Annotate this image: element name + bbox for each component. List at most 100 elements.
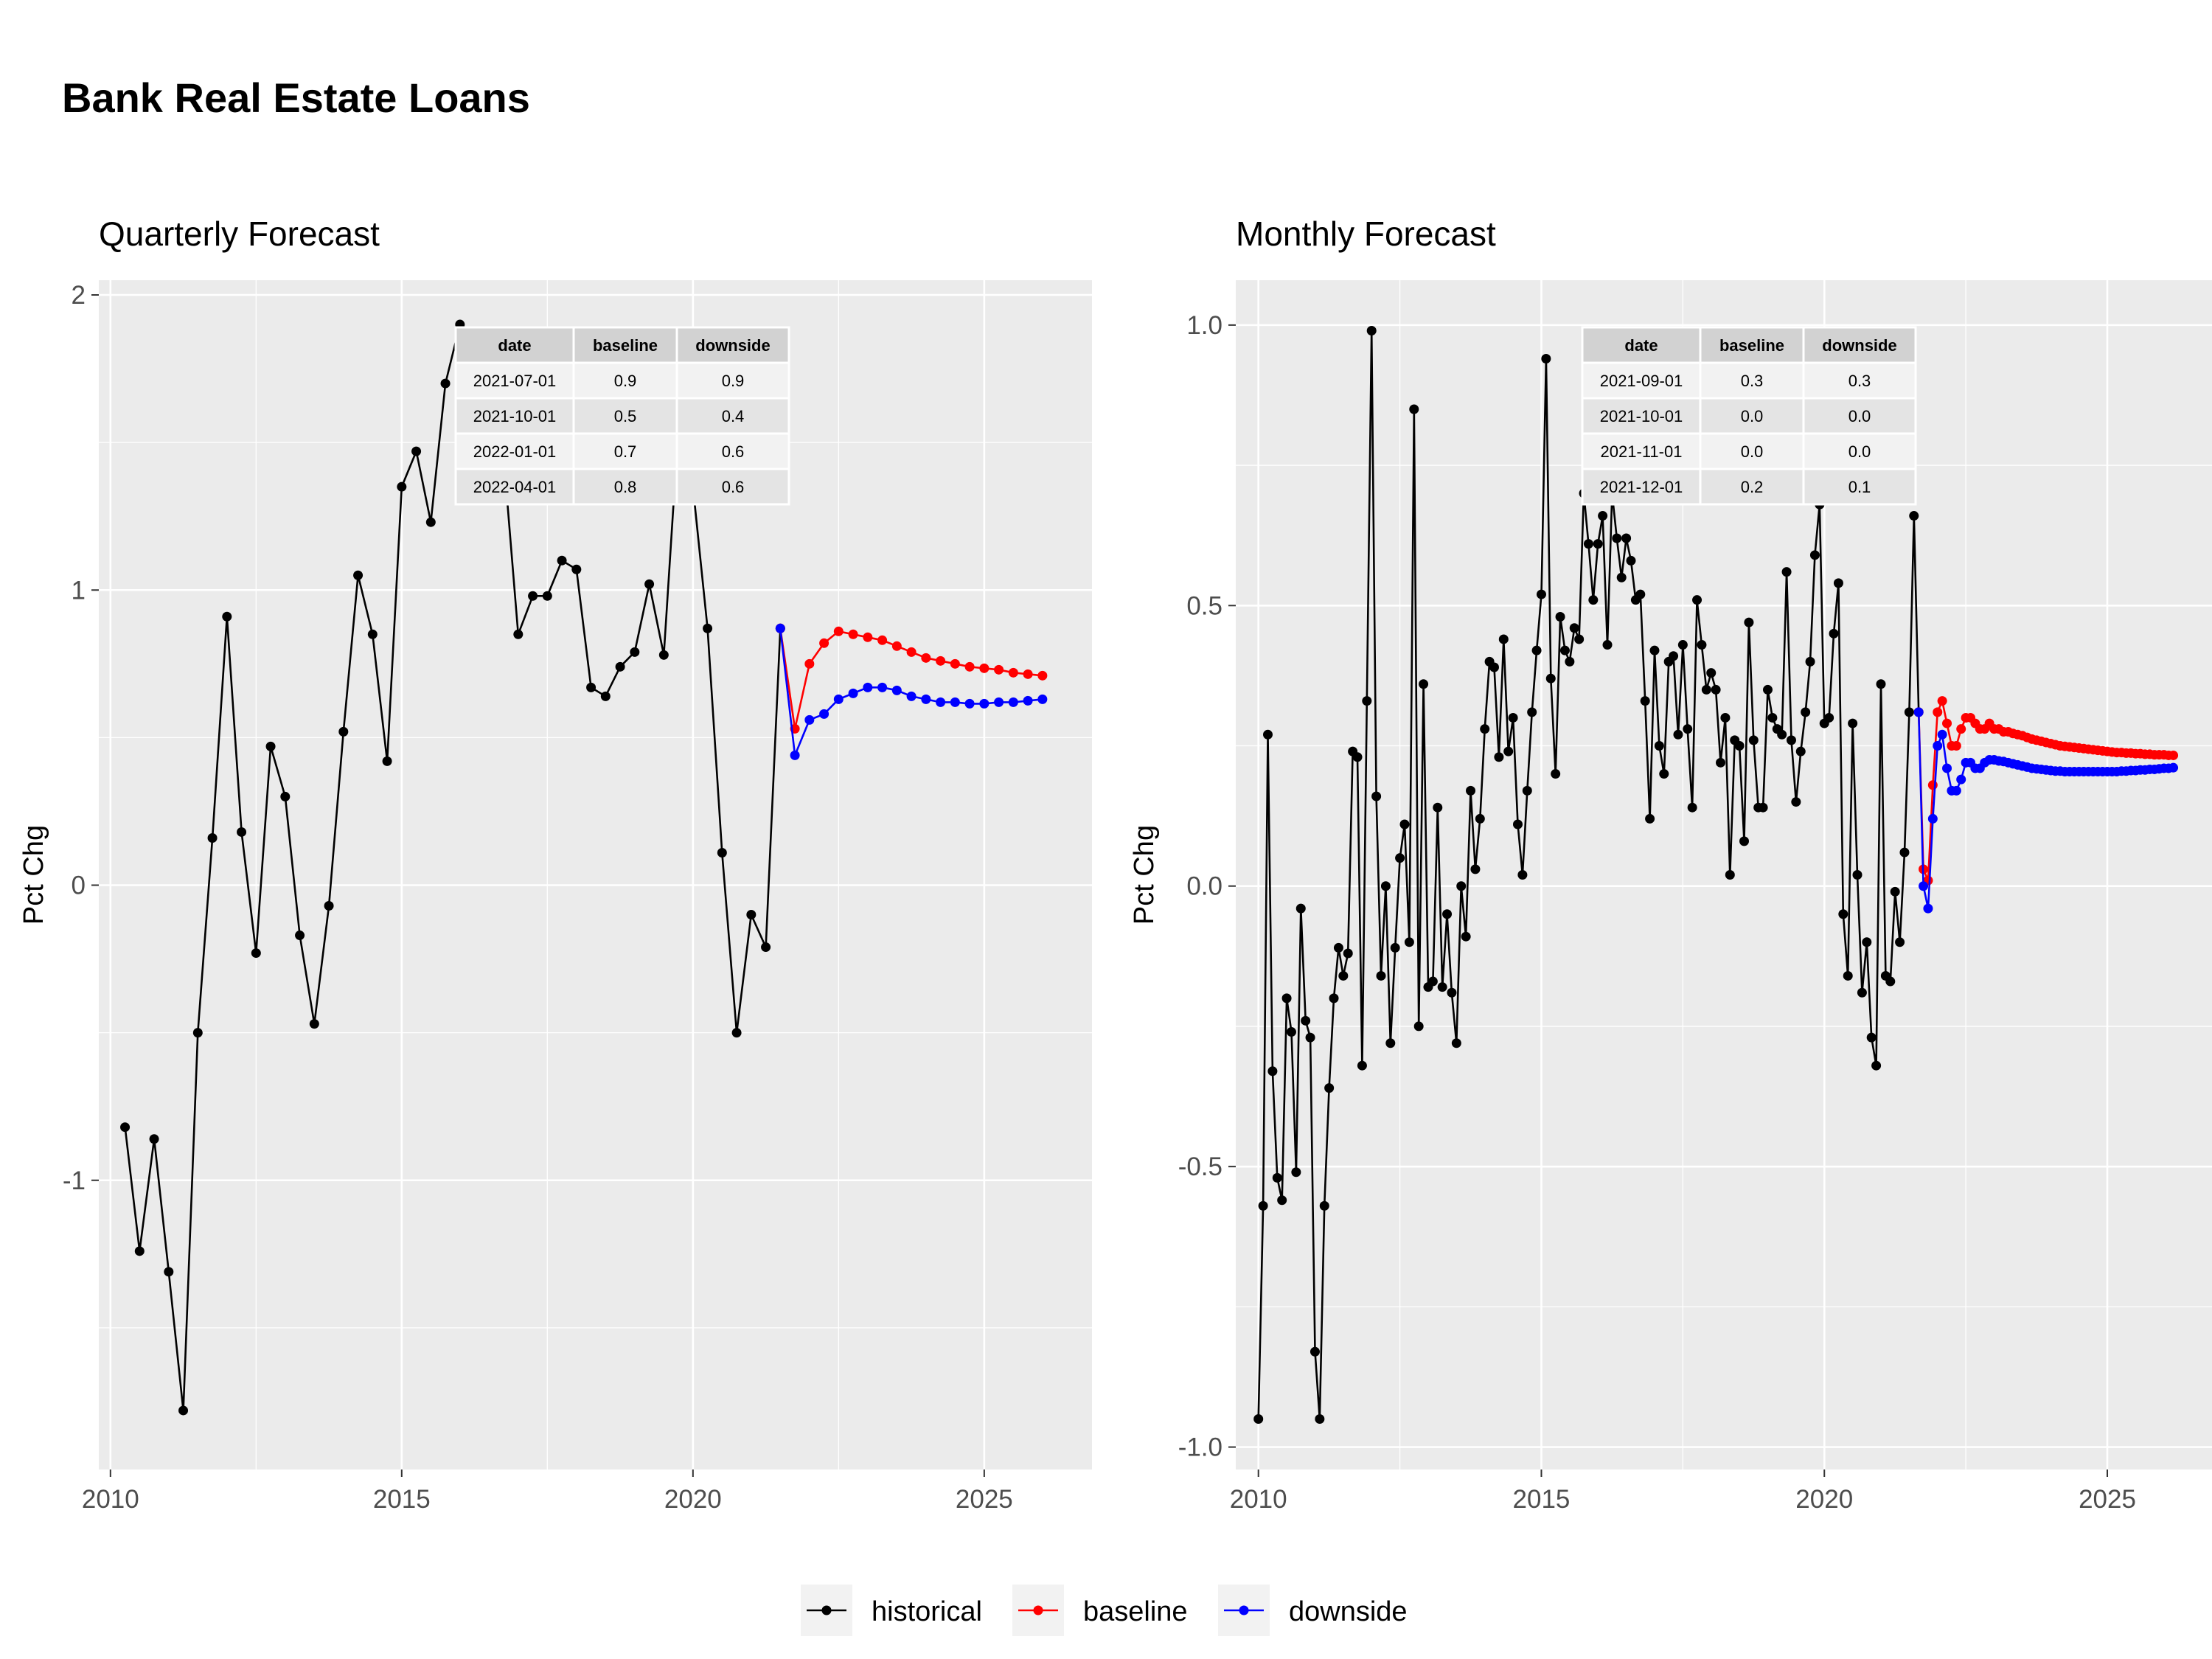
data-point-historical bbox=[1781, 567, 1792, 577]
data-point-historical bbox=[1895, 937, 1905, 947]
data-point-historical bbox=[1809, 550, 1820, 560]
table-cell-value: 0.9 bbox=[614, 372, 637, 390]
data-point-historical bbox=[1522, 785, 1532, 796]
table-header-date: date bbox=[498, 336, 531, 355]
data-point-historical bbox=[1508, 712, 1518, 723]
data-point-historical bbox=[1885, 976, 1896, 987]
data-point-historical bbox=[1762, 684, 1773, 695]
data-point-downside bbox=[936, 697, 946, 707]
y-tick-label: 2 bbox=[72, 281, 86, 310]
data-point-historical bbox=[1315, 1414, 1325, 1425]
data-point-historical bbox=[1380, 881, 1391, 891]
table-cell bbox=[1581, 397, 1702, 435]
data-point-historical bbox=[324, 901, 334, 911]
data-point-historical bbox=[1744, 617, 1754, 627]
data-point-historical bbox=[1767, 712, 1778, 723]
data-point-historical bbox=[1456, 881, 1467, 891]
data-point-historical bbox=[1701, 684, 1711, 695]
data-point-historical bbox=[1801, 707, 1811, 717]
data-point-historical bbox=[222, 611, 232, 622]
data-point-historical bbox=[1654, 741, 1664, 751]
data-point-historical bbox=[1734, 741, 1745, 751]
table-cell-value: 0.8 bbox=[614, 478, 637, 496]
data-point-historical bbox=[295, 931, 305, 941]
table-cell-value: 2021-11-01 bbox=[1601, 442, 1683, 461]
data-point-historical bbox=[411, 446, 422, 456]
data-point-historical bbox=[1494, 752, 1504, 762]
data-point-historical bbox=[1466, 785, 1476, 796]
data-point-historical bbox=[1739, 836, 1750, 846]
data-point-historical bbox=[251, 948, 261, 959]
data-point-historical bbox=[1437, 982, 1447, 992]
data-point-baseline bbox=[1956, 724, 1966, 734]
data-point-historical bbox=[1838, 909, 1848, 919]
data-point-historical bbox=[1588, 595, 1599, 605]
data-point-downside bbox=[994, 697, 1004, 707]
data-point-historical bbox=[1697, 640, 1707, 650]
data-point-historical bbox=[164, 1267, 174, 1277]
data-point-historical bbox=[1843, 970, 1853, 981]
series-line-historical bbox=[124, 321, 782, 1411]
data-point-downside bbox=[1037, 694, 1048, 704]
table-cell-value: 2021-12-01 bbox=[1600, 478, 1683, 496]
data-point-downside bbox=[950, 697, 960, 707]
data-point-baseline bbox=[1927, 780, 1938, 790]
data-point-baseline bbox=[1937, 696, 1947, 706]
data-point-historical bbox=[1635, 589, 1646, 599]
data-point-historical bbox=[1569, 623, 1579, 633]
data-point-historical bbox=[1692, 595, 1703, 605]
table-cell-value: 0.6 bbox=[722, 442, 745, 461]
table-cell-value: 0.3 bbox=[1848, 372, 1871, 390]
data-point-downside bbox=[1956, 774, 1966, 785]
data-point-historical bbox=[1669, 651, 1679, 661]
data-point-historical bbox=[1470, 864, 1481, 874]
data-point-historical bbox=[1574, 634, 1585, 644]
y-tick-label: -0.5 bbox=[1178, 1152, 1222, 1181]
data-point-historical bbox=[1833, 578, 1843, 588]
table-cell bbox=[572, 467, 678, 506]
table-header-downside: downside bbox=[1822, 336, 1896, 355]
data-point-historical bbox=[309, 1019, 319, 1029]
table-cell bbox=[1802, 432, 1917, 470]
legend-marker-historical bbox=[821, 1605, 832, 1615]
data-point-downside bbox=[819, 709, 830, 719]
data-point-historical bbox=[1333, 942, 1343, 953]
data-point-historical bbox=[644, 579, 655, 589]
data-point-baseline bbox=[877, 635, 888, 645]
data-point-historical bbox=[1677, 640, 1688, 650]
data-point-baseline bbox=[833, 626, 844, 636]
data-point-historical bbox=[237, 827, 247, 837]
data-point-historical bbox=[703, 623, 713, 633]
data-point-historical bbox=[658, 650, 669, 660]
data-point-historical bbox=[615, 661, 625, 672]
table-header-cell bbox=[1802, 326, 1917, 364]
data-point-historical bbox=[1517, 870, 1528, 880]
data-point-historical bbox=[571, 564, 582, 574]
data-point-historical bbox=[1541, 354, 1551, 364]
x-tick-label: 2025 bbox=[956, 1485, 1013, 1514]
data-point-historical bbox=[1272, 1172, 1282, 1183]
x-tick-label: 2025 bbox=[2079, 1485, 2136, 1514]
data-point-historical bbox=[761, 942, 771, 953]
data-point-downside bbox=[877, 682, 888, 692]
legend-label-historical: historical bbox=[872, 1596, 982, 1627]
data-point-historical bbox=[1489, 662, 1500, 672]
table-cell-value: 0.2 bbox=[1741, 478, 1764, 496]
data-point-historical bbox=[1451, 1038, 1461, 1048]
data-point-historical bbox=[586, 682, 597, 692]
table-cell bbox=[1802, 467, 1917, 506]
table-cell bbox=[675, 432, 790, 470]
data-point-downside bbox=[921, 694, 931, 704]
data-point-historical bbox=[542, 591, 552, 601]
data-point-historical bbox=[149, 1134, 159, 1144]
data-point-historical bbox=[1640, 696, 1650, 706]
data-point-historical bbox=[1267, 1066, 1278, 1077]
data-point-historical bbox=[1352, 752, 1363, 762]
data-point-historical bbox=[338, 726, 349, 737]
data-point-historical bbox=[731, 1028, 742, 1038]
data-point-baseline bbox=[1008, 667, 1018, 678]
y-tick-label: 0 bbox=[72, 872, 86, 900]
data-point-historical bbox=[1829, 628, 1839, 639]
y-tick-label: -1.0 bbox=[1178, 1433, 1222, 1462]
